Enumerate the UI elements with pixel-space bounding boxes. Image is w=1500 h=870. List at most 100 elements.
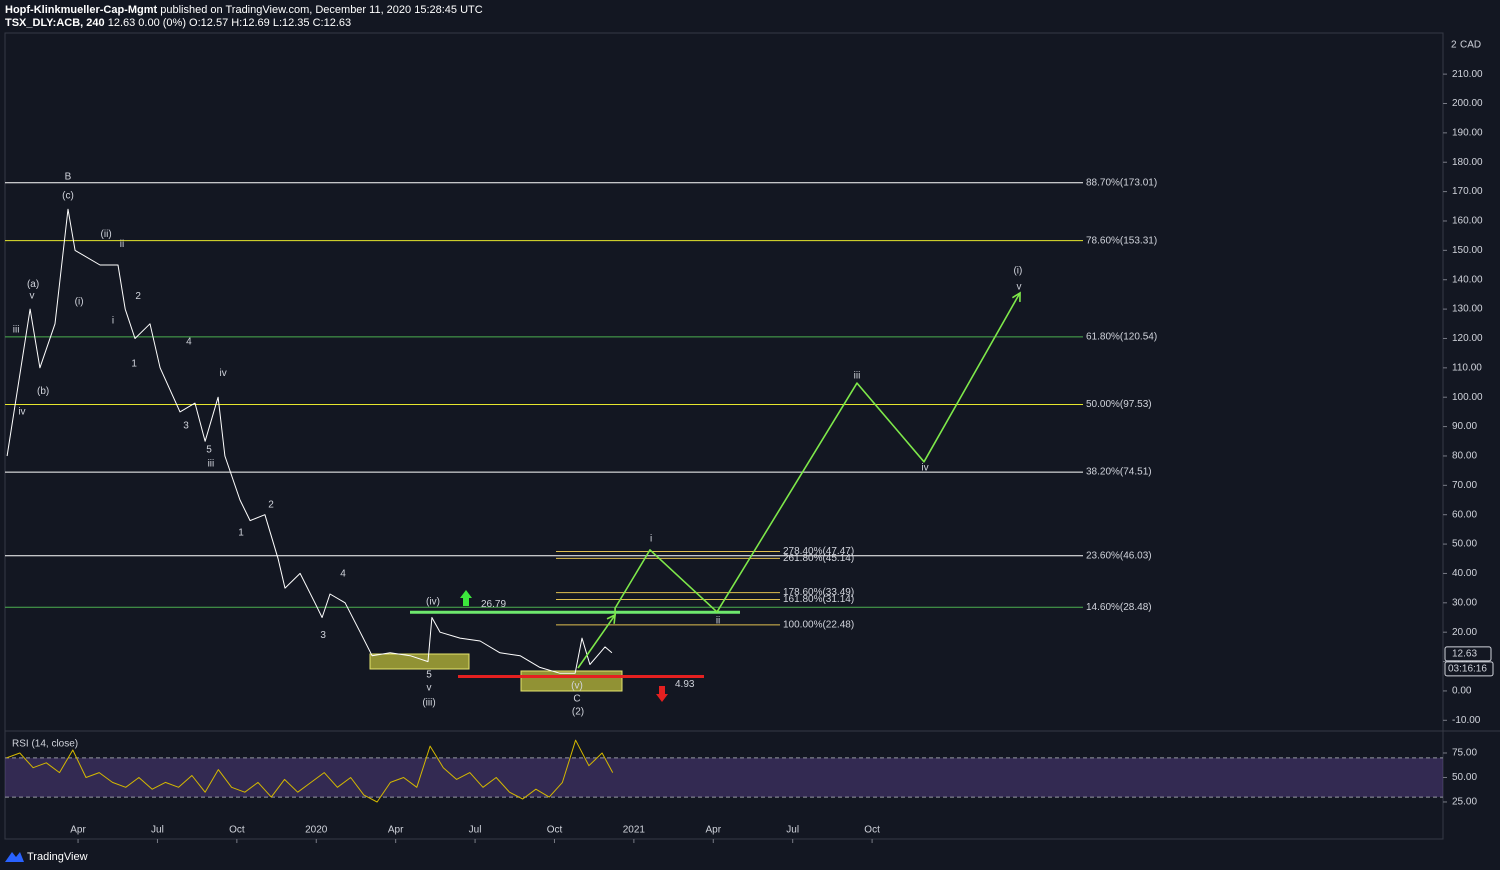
wave-label: 4 <box>340 569 346 580</box>
wave-label: 3 <box>320 630 326 641</box>
up-arrow <box>460 590 472 606</box>
price-tag-label: 12.63 <box>1452 648 1477 659</box>
fib-label: 278.40%(47.47) <box>783 546 854 557</box>
wave-label: 5 <box>206 445 212 456</box>
y-tick-label: 60.00 <box>1452 509 1477 520</box>
wave-label: iii <box>854 371 861 382</box>
y-tick-label: 170.00 <box>1452 186 1483 197</box>
quote: 12.63 0.00 (0%) O:12.57 H:12.69 L:12.35 … <box>108 17 351 29</box>
wave-label: (b) <box>37 386 49 397</box>
y-tick-label: 0.00 <box>1452 686 1472 697</box>
wave-label: i <box>650 534 652 545</box>
fib-label: 161.80%(31.14) <box>783 594 854 605</box>
x-tick-label: Oct <box>229 825 245 836</box>
wave-label: iii <box>208 459 215 470</box>
y-tick-label: 50.00 <box>1452 772 1477 783</box>
y-tick-label: 40.00 <box>1452 568 1477 579</box>
fib-label: 50.00%(97.53) <box>1086 399 1152 410</box>
wave-label: C <box>573 694 580 705</box>
x-tick-label: Jul <box>151 825 164 836</box>
wave-label: (c) <box>62 191 74 202</box>
brand: TradingView <box>27 851 88 863</box>
x-tick-label: 2020 <box>305 825 328 836</box>
wave-label: 3 <box>183 421 189 432</box>
axis-corner: 2 <box>1451 40 1457 51</box>
wave-label: iv <box>18 407 25 418</box>
wave-label: 4 <box>186 337 192 348</box>
quote-line: TSX_DLY:ACB, 240 12.63 0.00 (0%) O:12.57… <box>5 17 351 29</box>
y-tick-label: 130.00 <box>1452 304 1483 315</box>
wave-label: v <box>29 291 34 302</box>
series-line <box>6 208 613 674</box>
target-label: 26.79 <box>481 599 506 610</box>
wave-label: (iv) <box>426 597 440 608</box>
wave-label: 2 <box>268 500 274 511</box>
currency: CAD <box>1460 40 1481 51</box>
y-tick-label: 110.00 <box>1452 362 1482 373</box>
fib-label: 61.80%(120.54) <box>1086 332 1157 343</box>
wave-label: 1 <box>238 528 244 539</box>
series-line <box>577 292 1021 669</box>
wave-label: ii <box>716 616 720 627</box>
target-label: 4.93 <box>675 679 695 690</box>
y-tick-label: 180.00 <box>1452 157 1483 168</box>
wave-label: (v) <box>571 681 583 692</box>
wave-label: ii <box>120 239 124 250</box>
wave-label: iv <box>921 463 928 474</box>
y-tick-label: 50.00 <box>1452 539 1477 550</box>
y-tick-label: 80.00 <box>1452 451 1477 462</box>
wave-label: (i) <box>1013 266 1022 277</box>
price-tag <box>1444 646 1492 662</box>
wave-label: 2 <box>135 291 141 302</box>
x-tick-label: Apr <box>705 825 721 836</box>
y-tick-label: 150.00 <box>1452 245 1483 256</box>
rsi-title: RSI (14, close) <box>12 739 78 750</box>
y-tick-label: -10.00 <box>1452 715 1481 726</box>
y-tick-label: 120.00 <box>1452 333 1483 344</box>
symbol: TSX_DLY:ACB, 240 <box>5 17 105 29</box>
y-tick-label: 75.00 <box>1452 748 1477 759</box>
x-tick-label: Oct <box>864 825 880 836</box>
x-tick-label: Jul <box>469 825 482 836</box>
wave-label: (a) <box>27 279 39 290</box>
x-tick-label: Apr <box>388 825 404 836</box>
y-tick-label: 160.00 <box>1452 216 1483 227</box>
y-tick-label: 200.00 <box>1452 98 1483 109</box>
arrow-head <box>1011 291 1021 302</box>
wave-label: (2) <box>572 706 584 717</box>
wave-label: (iii) <box>422 698 435 709</box>
x-tick-label: Apr <box>70 825 86 836</box>
author: Hopf-Klinkmueller-Cap-Mgmt <box>5 4 158 16</box>
y-tick-label: 20.00 <box>1452 627 1477 638</box>
fib-label: 100.00%(22.48) <box>783 620 854 631</box>
fib-label: 88.70%(173.01) <box>1086 177 1157 188</box>
fib-label: 14.60%(28.48) <box>1086 602 1152 613</box>
wave-label: v <box>1016 282 1021 293</box>
wave-label: B <box>65 172 72 183</box>
published: published on TradingView.com, December 1… <box>160 4 483 16</box>
y-tick-label: 140.00 <box>1452 274 1483 285</box>
wave-label: 1 <box>131 359 137 370</box>
logo-icon <box>5 852 24 862</box>
rsi-band <box>5 757 1443 798</box>
series-line <box>6 739 614 803</box>
countdown: 03:16:16 <box>1448 663 1487 674</box>
fib-label: 261.80%(45.14) <box>783 553 854 564</box>
x-tick-label: Jul <box>786 825 799 836</box>
y-tick-label: 190.00 <box>1452 128 1483 139</box>
fib-label: 78.60%(153.31) <box>1086 235 1157 246</box>
y-tick-label: 70.00 <box>1452 480 1477 491</box>
y-tick-label: 210.00 <box>1452 69 1483 80</box>
wave-label: iii <box>13 324 20 335</box>
wave-label: iv <box>219 368 226 379</box>
wave-label: (i) <box>75 297 84 308</box>
x-tick-label: 2021 <box>623 825 646 836</box>
logo <box>5 852 24 862</box>
header-line: Hopf-Klinkmueller-Cap-Mgmt published on … <box>5 4 483 16</box>
wave-label: v <box>427 683 432 694</box>
arrow-head <box>606 613 617 624</box>
fib-label: 23.60%(46.03) <box>1086 550 1152 561</box>
